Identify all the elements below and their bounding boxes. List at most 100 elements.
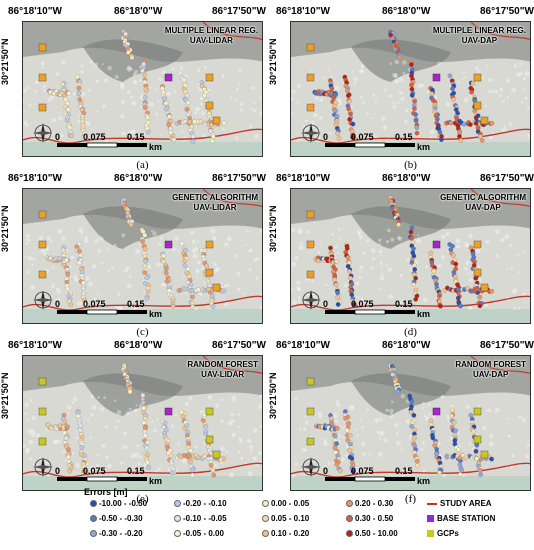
gcp-marker: [306, 240, 315, 249]
terrain-speckle: [393, 73, 398, 78]
error-point: [81, 280, 86, 286]
terrain-speckle: [380, 272, 384, 276]
terrain-speckle: [489, 434, 494, 439]
terrain-speckle: [318, 115, 323, 120]
terrain-speckle: [128, 275, 132, 279]
panel-caption: (e): [136, 493, 149, 505]
scale-bar-segment: [86, 476, 118, 482]
terrain-speckle: [395, 440, 401, 446]
terrain-speckle: [485, 239, 490, 244]
terrain-speckle: [362, 452, 366, 456]
map-canvas: 0 0.075 0.15 km: [23, 22, 262, 156]
terrain-speckle: [469, 306, 473, 309]
terrain-speckle: [25, 447, 31, 453]
terrain-speckle: [297, 84, 302, 89]
terrain-speckle: [334, 419, 339, 423]
terrain-speckle: [240, 456, 244, 460]
error-point: [61, 412, 67, 418]
terrain-speckle: [464, 266, 468, 271]
error-point: [63, 435, 69, 441]
terrain-speckle: [527, 134, 530, 139]
terrain-speckle: [339, 101, 343, 106]
error-point: [415, 463, 420, 468]
terrain-speckle: [238, 68, 242, 72]
terrain-speckle: [237, 287, 241, 292]
legend-dot-icon: [346, 515, 353, 522]
terrain-speckle: [291, 228, 295, 232]
error-point: [65, 101, 70, 106]
terrain-speckle: [390, 400, 394, 404]
terrain-speckle: [225, 450, 229, 454]
legend-dot-icon: [174, 500, 181, 507]
error-point: [163, 270, 169, 276]
error-point: [185, 100, 191, 105]
error-point: [395, 389, 400, 394]
terrain-speckle: [291, 89, 296, 94]
terrain-speckle: [299, 242, 303, 246]
terrain-speckle: [51, 286, 54, 289]
terrain-speckle: [250, 449, 253, 453]
terrain-speckle: [196, 68, 201, 72]
terrain-speckle: [468, 233, 473, 239]
terrain-speckle: [101, 443, 106, 448]
error-point: [65, 424, 70, 430]
error-point: [409, 62, 414, 67]
terrain-speckle: [338, 237, 341, 240]
terrain-speckle: [371, 257, 376, 261]
terrain-speckle: [359, 418, 362, 421]
terrain-speckle: [304, 415, 307, 418]
error-point: [332, 445, 338, 451]
terrain-speckle: [31, 415, 36, 421]
terrain-speckle: [80, 70, 84, 74]
error-point: [478, 472, 483, 477]
terrain-speckle: [130, 68, 133, 71]
terrain-speckle: [24, 402, 29, 408]
error-point: [489, 456, 494, 462]
terrain-speckle: [248, 248, 253, 253]
terrain-speckle: [260, 113, 262, 116]
error-point: [333, 282, 339, 288]
error-point: [348, 441, 353, 447]
terrain-speckle: [93, 296, 97, 300]
error-point: [142, 270, 148, 275]
terrain-speckle: [188, 396, 193, 401]
error-point: [437, 470, 442, 476]
terrain-speckle: [383, 127, 387, 131]
terrain-speckle: [125, 445, 129, 449]
error-point: [221, 120, 227, 126]
longitude-labels: 86°18'10"W 86°18'0"W 86°17'50"W: [276, 5, 534, 21]
scale-bar-segment: [354, 142, 386, 148]
error-point: [184, 107, 190, 112]
study-area-boundary: [470, 22, 530, 41]
map-image: 0 0.075 0.15 km RANDOM FOREST UAV-LIDAR: [22, 355, 263, 491]
terrain-speckle: [317, 251, 321, 255]
error-point: [141, 405, 147, 411]
terrain-speckle: [494, 229, 500, 235]
legend-error-label: -0.05 - 0.00: [183, 529, 224, 538]
error-point: [169, 460, 175, 466]
gcp-marker: [38, 377, 47, 386]
error-point: [140, 238, 145, 244]
legend-error-class: -0.50 - -0.30: [90, 514, 143, 523]
map-image: 0 0.075 0.15 km GENETIC ALGORITHM UAV-DAP: [290, 188, 531, 324]
latitude-label: 30°21'50"N: [268, 372, 278, 419]
terrain-speckle: [399, 300, 403, 305]
terrain-speckle: [191, 239, 196, 244]
terrain-speckle: [330, 75, 334, 79]
legend-error-class: -0.30 - -0.20: [90, 529, 143, 538]
scale-label-mid: 0.075: [351, 466, 374, 476]
error-point: [337, 468, 343, 473]
terrain-speckle: [95, 463, 100, 468]
error-point: [412, 106, 417, 111]
map-image: 0 0.075 0.15 km MULTIPLE LINEAR REG. UAV-LI…: [22, 21, 263, 157]
terrain-speckle: [105, 455, 109, 460]
north-arrow-icon: [33, 465, 53, 469]
terrain-speckle: [27, 86, 31, 90]
error-point: [76, 91, 81, 96]
terrain-speckle: [512, 307, 517, 311]
terrain-speckle: [422, 441, 426, 445]
terrain-speckle: [319, 415, 323, 419]
terrain-speckle: [195, 268, 200, 274]
terrain-speckle: [468, 277, 474, 283]
terrain-speckle: [210, 228, 216, 234]
